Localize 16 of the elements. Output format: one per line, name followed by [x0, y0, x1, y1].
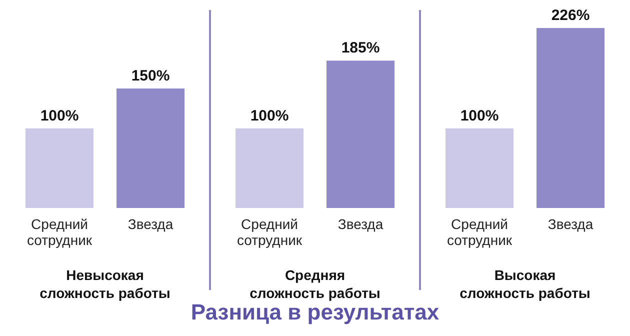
x-tick-label: Звезда [338, 216, 384, 232]
x-tick-label: Звезда [548, 216, 594, 232]
data-label: 100% [460, 107, 499, 124]
x-axis-title: Средняя сложность работы [250, 267, 380, 301]
x-axis-title: Невысокая сложность работы [40, 267, 170, 301]
data-label: 185% [341, 40, 380, 57]
data-label: 150% [131, 68, 170, 85]
x-tick-label: Средний сотрудник [236, 216, 303, 248]
x-tick-label: Звезда [128, 216, 174, 232]
data-label: 100% [250, 107, 289, 124]
data-label: 100% [40, 107, 79, 124]
x-tick-label: Средний сотрудник [26, 216, 93, 248]
text: Разница в результатах [190, 300, 440, 324]
data-label: 226% [551, 7, 590, 24]
x-tick-label: Средний сотрудник [446, 216, 513, 248]
x-axis-title: Высокая сложность работы [460, 267, 590, 301]
